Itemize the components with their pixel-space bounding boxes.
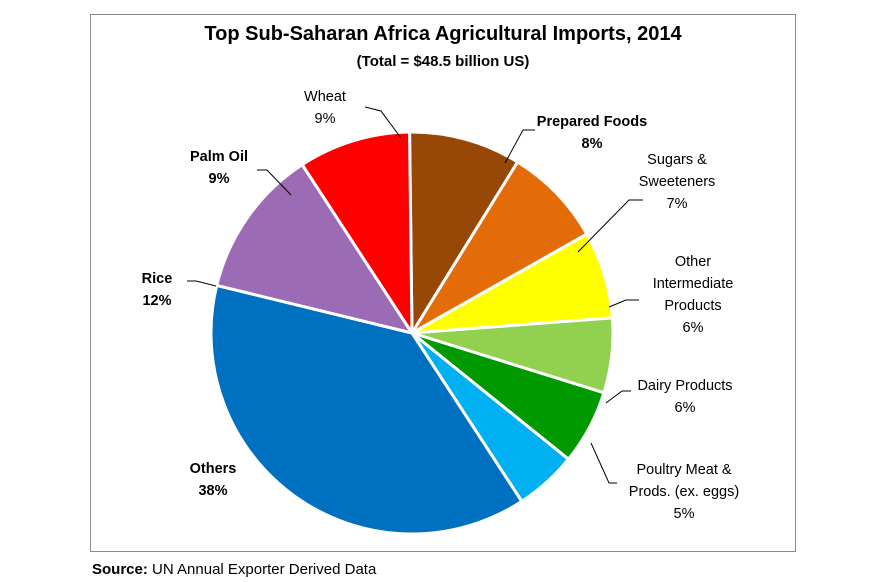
leader-line bbox=[577, 199, 643, 253]
slice-name-label: Sugars & bbox=[647, 152, 707, 168]
leader-line bbox=[504, 129, 535, 164]
source-separator: : bbox=[142, 561, 148, 578]
pie-slice-wheat bbox=[408, 130, 520, 335]
slice-name-label: Intermediate bbox=[653, 276, 734, 292]
source-label: Source bbox=[92, 561, 143, 578]
source-note: Source: UN Annual Exporter Derived Data bbox=[92, 561, 376, 578]
leader-lines bbox=[187, 106, 643, 484]
chart-subtitle: (Total = $48.5 billion US) bbox=[356, 53, 530, 70]
slice-percent-label: 5% bbox=[674, 506, 695, 522]
slice-name-label: Prods. (ex. eggs) bbox=[629, 484, 739, 500]
slice-percent-label: 6% bbox=[683, 320, 704, 336]
pie-slice-rice bbox=[215, 163, 414, 335]
slice-name-label: Wheat bbox=[304, 89, 346, 105]
slice-labels: Wheat 9% Prepared Foods 8% Sugars & Sweetener… bbox=[142, 89, 740, 522]
slice-name-label: Products bbox=[664, 298, 721, 314]
slice-percent-label: 12% bbox=[142, 293, 171, 309]
slice-name-label: Others bbox=[190, 461, 237, 477]
slice-name-label: Poultry Meat & bbox=[636, 462, 731, 478]
slice-name-label: Dairy Products bbox=[637, 378, 732, 394]
slice-percent-label: 7% bbox=[667, 196, 688, 212]
chart-title: Top Sub-Saharan Africa Agricultural Impo… bbox=[204, 23, 682, 45]
pie-slice-others bbox=[209, 283, 524, 536]
source-text: UN Annual Exporter Derived Data bbox=[147, 561, 377, 578]
slice-name-label: Other bbox=[675, 254, 711, 270]
slice-percent-label: 38% bbox=[198, 483, 227, 499]
pie-slice-prepared-foods bbox=[410, 160, 589, 335]
leader-line bbox=[187, 280, 217, 287]
pie-chart: Wheat 9% Prepared Foods 8% Sugars & Sweetener… bbox=[142, 89, 740, 536]
slice-name-label: Palm Oil bbox=[190, 149, 248, 165]
leader-line bbox=[590, 442, 617, 484]
slice-name-label: Rice bbox=[142, 271, 173, 287]
chart-frame: Top Sub-Saharan Africa Agricultural Impo… bbox=[90, 14, 796, 552]
slice-name-label: Prepared Foods bbox=[537, 114, 647, 130]
slice-percent-label: 9% bbox=[315, 111, 336, 127]
leader-line bbox=[364, 106, 402, 139]
pie-slices bbox=[209, 130, 615, 536]
pie-slice-palm-oil bbox=[300, 130, 414, 335]
slice-percent-label: 6% bbox=[675, 400, 696, 416]
slice-percent-label: 8% bbox=[582, 136, 603, 152]
slice-name-label: Sweeteners bbox=[639, 174, 716, 190]
leader-line bbox=[257, 169, 292, 196]
leader-line bbox=[608, 299, 639, 308]
slice-percent-label: 9% bbox=[209, 171, 230, 187]
source-key: Source: bbox=[92, 561, 148, 578]
leader-line bbox=[605, 390, 631, 404]
